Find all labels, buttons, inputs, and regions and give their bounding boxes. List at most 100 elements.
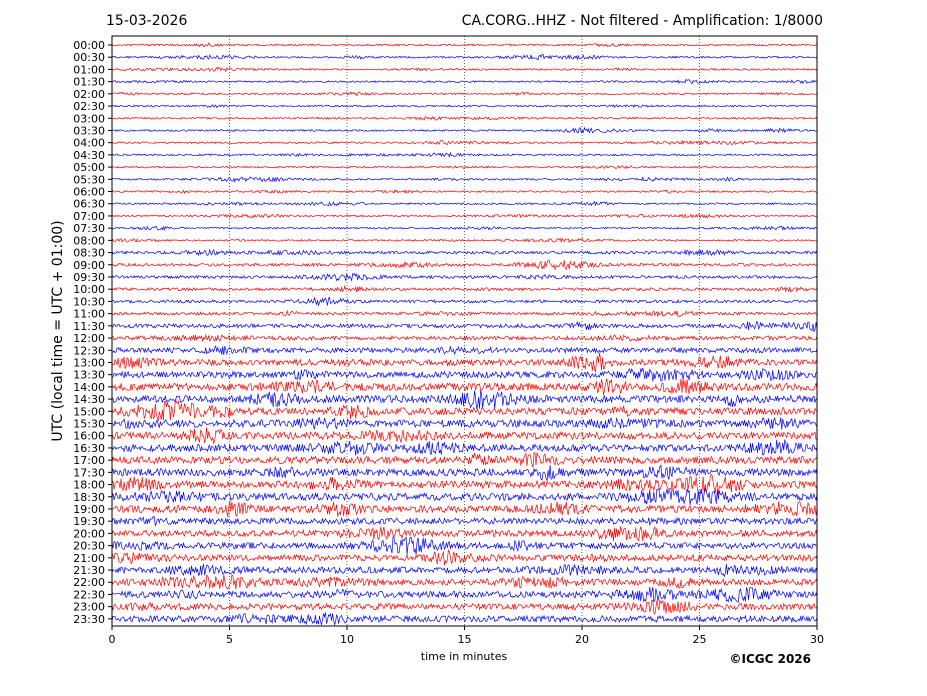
trace-0300 bbox=[111, 115, 818, 121]
y-tick-label: 03:00 bbox=[73, 112, 105, 125]
trace-1300 bbox=[111, 352, 818, 373]
trace-1730 bbox=[111, 464, 818, 482]
trace-1830 bbox=[111, 487, 818, 506]
trace-0830 bbox=[111, 248, 818, 257]
y-tick-label: 17:30 bbox=[73, 466, 105, 479]
trace-2230 bbox=[111, 586, 818, 603]
y-tick-label: 03:30 bbox=[73, 124, 105, 137]
y-tick-label: 19:30 bbox=[73, 515, 105, 528]
y-tick-label: 22:00 bbox=[73, 576, 105, 589]
x-tick-label: 0 bbox=[109, 633, 116, 646]
y-tick-label: 02:00 bbox=[73, 88, 105, 101]
y-tick-label: 13:30 bbox=[73, 369, 105, 382]
trace-1600 bbox=[111, 427, 818, 445]
trace-1030 bbox=[111, 296, 818, 307]
trace-0000 bbox=[111, 42, 818, 48]
trace-0400 bbox=[111, 139, 818, 146]
trace-1000 bbox=[111, 285, 818, 293]
trace-2100 bbox=[111, 549, 818, 566]
y-tick-label: 09:30 bbox=[73, 271, 105, 284]
y-tick-label: 20:30 bbox=[73, 540, 105, 553]
x-tick-label: 30 bbox=[810, 633, 824, 646]
trace-0030 bbox=[111, 53, 818, 61]
y-tick-label: 07:00 bbox=[73, 210, 105, 223]
y-axis-ticks: 00:0000:3001:0001:3002:0002:3003:0003:30… bbox=[73, 39, 112, 626]
y-tick-label: 00:00 bbox=[73, 39, 105, 52]
x-tick-label: 5 bbox=[226, 633, 233, 646]
vertical-gridlines bbox=[229, 36, 700, 626]
y-tick-label: 10:00 bbox=[73, 283, 105, 296]
y-tick-label: 22:30 bbox=[73, 588, 105, 601]
y-tick-label: 21:30 bbox=[73, 564, 105, 577]
trace-1900 bbox=[111, 501, 818, 518]
y-tick-label: 18:00 bbox=[73, 479, 105, 492]
trace-2130 bbox=[111, 563, 818, 578]
trace-0800 bbox=[111, 237, 818, 244]
trace-2330 bbox=[111, 612, 818, 627]
y-tick-label: 06:00 bbox=[73, 186, 105, 199]
y-tick-label: 11:00 bbox=[73, 308, 105, 321]
y-tick-label: 09:00 bbox=[73, 259, 105, 272]
y-tick-label: 01:30 bbox=[73, 76, 105, 89]
y-tick-label: 23:00 bbox=[73, 601, 105, 614]
chart-date: 15-03-2026 bbox=[106, 13, 187, 29]
trace-1930 bbox=[111, 515, 818, 527]
y-tick-label: 11:30 bbox=[73, 320, 105, 333]
y-tick-label: 02:30 bbox=[73, 100, 105, 113]
x-tick-label: 25 bbox=[693, 633, 707, 646]
y-tick-label: 12:00 bbox=[73, 332, 105, 345]
y-tick-label: 16:30 bbox=[73, 442, 105, 455]
trace-2030 bbox=[111, 536, 818, 555]
x-tick-label: 10 bbox=[340, 633, 354, 646]
copyright-label: ©ICGC 2026 bbox=[729, 652, 811, 666]
y-tick-label: 20:00 bbox=[73, 527, 105, 540]
y-tick-label: 13:00 bbox=[73, 356, 105, 369]
trace-0330 bbox=[111, 126, 818, 134]
y-axis-label: UTC (local time = UTC + 01:00) bbox=[50, 220, 66, 441]
y-tick-label: 15:00 bbox=[73, 405, 105, 418]
y-tick-label: 06:30 bbox=[73, 198, 105, 211]
y-tick-label: 21:00 bbox=[73, 552, 105, 565]
trace-2000 bbox=[111, 525, 818, 542]
trace-0430 bbox=[111, 151, 818, 158]
trace-1700 bbox=[111, 452, 818, 468]
trace-2200 bbox=[111, 574, 818, 590]
trace-2300 bbox=[111, 599, 818, 615]
trace-0500 bbox=[111, 165, 818, 170]
trace-0700 bbox=[111, 213, 818, 219]
y-tick-label: 17:00 bbox=[73, 454, 105, 467]
x-axis-ticks: 0 5 10 15 20 25 30 bbox=[109, 626, 824, 646]
y-tick-label: 16:00 bbox=[73, 430, 105, 443]
trace-1200 bbox=[111, 333, 818, 343]
y-tick-label: 10:30 bbox=[73, 295, 105, 308]
y-tick-label: 00:30 bbox=[73, 51, 105, 64]
trace-0930 bbox=[111, 272, 818, 282]
trace-group bbox=[111, 42, 818, 627]
trace-0900 bbox=[111, 259, 818, 271]
trace-1500 bbox=[111, 398, 818, 422]
trace-1230 bbox=[111, 345, 818, 356]
trace-0730 bbox=[111, 225, 818, 232]
y-tick-label: 18:30 bbox=[73, 491, 105, 504]
y-tick-label: 23:30 bbox=[73, 613, 105, 626]
y-tick-label: 05:00 bbox=[73, 161, 105, 174]
y-tick-label: 12:30 bbox=[73, 344, 105, 357]
y-tick-label: 04:30 bbox=[73, 149, 105, 162]
y-tick-label: 07:30 bbox=[73, 222, 105, 235]
trace-1330 bbox=[111, 367, 818, 382]
trace-0230 bbox=[111, 104, 818, 109]
chart-title: CA.CORG..HHZ - Not filtered - Amplificat… bbox=[462, 13, 823, 29]
y-tick-label: 05:30 bbox=[73, 173, 105, 186]
trace-1800 bbox=[111, 473, 818, 495]
y-tick-label: 14:00 bbox=[73, 381, 105, 394]
trace-0530 bbox=[111, 176, 818, 183]
trace-0600 bbox=[111, 188, 818, 195]
y-tick-label: 08:00 bbox=[73, 234, 105, 247]
x-tick-label: 15 bbox=[458, 633, 472, 646]
y-tick-label: 01:00 bbox=[73, 63, 105, 76]
trace-1400 bbox=[111, 378, 818, 396]
y-tick-label: 15:30 bbox=[73, 418, 105, 431]
trace-0100 bbox=[111, 66, 818, 73]
trace-1630 bbox=[111, 438, 818, 456]
